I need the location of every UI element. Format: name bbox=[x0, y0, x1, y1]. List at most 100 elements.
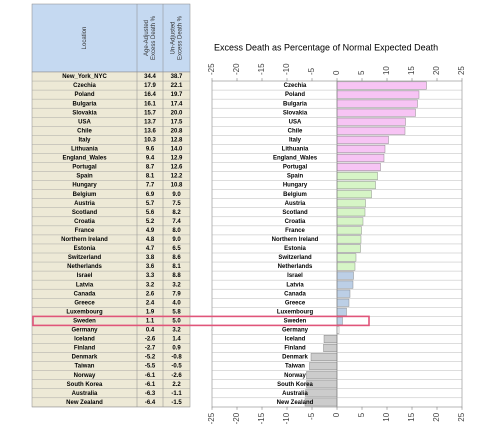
y-tick-label: Czechia bbox=[284, 83, 307, 89]
y-tick-label: Australia bbox=[282, 391, 308, 397]
table-cell: Portugal bbox=[72, 165, 97, 171]
table-cell: 13.7 bbox=[144, 119, 156, 125]
table-cell: Poland bbox=[74, 92, 94, 98]
bar bbox=[336, 316, 343, 325]
table-cell: 5.7 bbox=[146, 201, 155, 207]
table-cell: South Korea bbox=[67, 382, 103, 388]
y-tick-label: Luxembourg bbox=[277, 309, 314, 315]
bar bbox=[336, 117, 406, 126]
table-cell: 17.9 bbox=[144, 83, 156, 89]
table-cell: Hungary bbox=[72, 183, 97, 189]
table-header: Location bbox=[82, 27, 88, 50]
table-cell: 0.9 bbox=[172, 346, 181, 352]
chart-title: Excess Death as Percentage of Normal Exp… bbox=[214, 42, 438, 52]
y-tick-label: Taiwan bbox=[285, 364, 305, 370]
table-cell: 8.7 bbox=[146, 165, 155, 171]
table-header: Excess Death % bbox=[178, 15, 184, 60]
table-cell: Northern Ireland bbox=[61, 237, 108, 243]
y-tick-label: Italy bbox=[289, 137, 302, 143]
table-cell: 22.1 bbox=[171, 83, 183, 89]
y-tick-label: New Zealand bbox=[277, 400, 314, 406]
x-tick-label: 20 bbox=[432, 66, 441, 75]
x-tick-label: -25 bbox=[207, 63, 216, 75]
table-cell: -2.6 bbox=[145, 337, 156, 343]
x-tick-label: -15 bbox=[257, 412, 266, 424]
table-cell: 38.7 bbox=[171, 74, 183, 80]
y-tick-label: Bulgaria bbox=[283, 101, 308, 107]
y-tick-label: Slovakia bbox=[283, 110, 308, 116]
table-cell: 2.2 bbox=[172, 382, 181, 388]
table-cell: 16.1 bbox=[144, 101, 156, 107]
table-cell: -6.1 bbox=[145, 382, 156, 388]
table-cell: Croatia bbox=[74, 219, 95, 225]
table-cell: 2.4 bbox=[146, 300, 155, 306]
table-cell: -1.1 bbox=[171, 391, 182, 397]
table-cell: 3.2 bbox=[172, 328, 181, 334]
y-tick-label: Israel bbox=[287, 273, 303, 279]
table-cell: 9.0 bbox=[172, 237, 181, 243]
table-cell: 16.4 bbox=[144, 92, 156, 98]
table-cell: 12.6 bbox=[171, 165, 183, 171]
table-cell: 6.9 bbox=[146, 192, 155, 198]
bar bbox=[336, 81, 427, 90]
bar bbox=[336, 172, 378, 181]
table-cell: Greece bbox=[74, 300, 95, 306]
table-cell: 5.8 bbox=[172, 309, 181, 315]
bar bbox=[336, 181, 376, 190]
table-cell: 14.0 bbox=[171, 147, 183, 153]
table-cell: Slovakia bbox=[72, 110, 97, 116]
y-tick-label: Croatia bbox=[285, 219, 306, 225]
table-cell: 7.7 bbox=[146, 183, 155, 189]
bar bbox=[336, 144, 386, 153]
table-cell: -0.8 bbox=[171, 355, 182, 361]
bar bbox=[323, 344, 338, 352]
table-cell: Norway bbox=[74, 373, 96, 379]
bar bbox=[336, 307, 347, 316]
table-cell: New Zealand bbox=[66, 400, 103, 406]
table-cell: France bbox=[75, 228, 95, 234]
y-tick-label: Belgium bbox=[283, 192, 307, 198]
table-cell: 19.7 bbox=[171, 92, 183, 98]
table-cell: -5.5 bbox=[145, 364, 156, 370]
y-tick-label: Finland bbox=[284, 346, 306, 352]
y-tick-label: Switzerland bbox=[278, 255, 312, 261]
y-tick-label: Estonia bbox=[284, 246, 306, 252]
y-tick-label: Austria bbox=[285, 201, 306, 207]
table-cell: 3.2 bbox=[172, 282, 181, 288]
table-body-bg bbox=[31, 71, 191, 408]
y-tick-label: Latvia bbox=[286, 282, 304, 288]
table-cell: 9.4 bbox=[146, 156, 155, 162]
table-cell: 34.4 bbox=[144, 74, 156, 80]
table-cell: 0.4 bbox=[146, 328, 155, 334]
table-cell: 2.6 bbox=[146, 291, 155, 297]
x-tick-label: 10 bbox=[382, 66, 391, 75]
bar bbox=[336, 253, 357, 262]
x-tick-label: 5 bbox=[357, 412, 366, 417]
table-cell: Netherlands bbox=[67, 264, 102, 270]
table-cell: -6.4 bbox=[145, 400, 156, 406]
table-header: Age-Adjusted bbox=[144, 20, 150, 56]
table-cell: Iceland bbox=[74, 337, 95, 343]
table-cell: Lithuania bbox=[71, 147, 98, 153]
bar bbox=[306, 371, 338, 380]
content: Location Age-Adjusted Excess Death % Un-Adj… bbox=[32, 4, 466, 424]
table-cell: 20.0 bbox=[171, 110, 183, 116]
table-cell: 10.8 bbox=[171, 183, 183, 189]
table-cell: Israel bbox=[77, 273, 93, 279]
bar bbox=[336, 126, 406, 135]
table-cell: 4.8 bbox=[146, 237, 155, 243]
y-tick-label: USA bbox=[289, 119, 302, 125]
table-cell: -2.7 bbox=[145, 346, 156, 352]
table-cell: 13.6 bbox=[144, 128, 156, 134]
table-cell: Australia bbox=[72, 391, 98, 397]
highlight-box bbox=[32, 315, 370, 327]
y-tick-label: Sweden bbox=[284, 318, 307, 324]
table-cell: Denmark bbox=[72, 355, 98, 361]
table-cell: 1.1 bbox=[146, 318, 155, 324]
table-cell: -6.1 bbox=[145, 373, 156, 379]
y-tick-label: Iceland bbox=[285, 337, 306, 343]
x-tick-label: -20 bbox=[232, 412, 241, 424]
x-tick-label: -10 bbox=[282, 412, 291, 424]
y-tick-label: Norway bbox=[284, 373, 306, 379]
